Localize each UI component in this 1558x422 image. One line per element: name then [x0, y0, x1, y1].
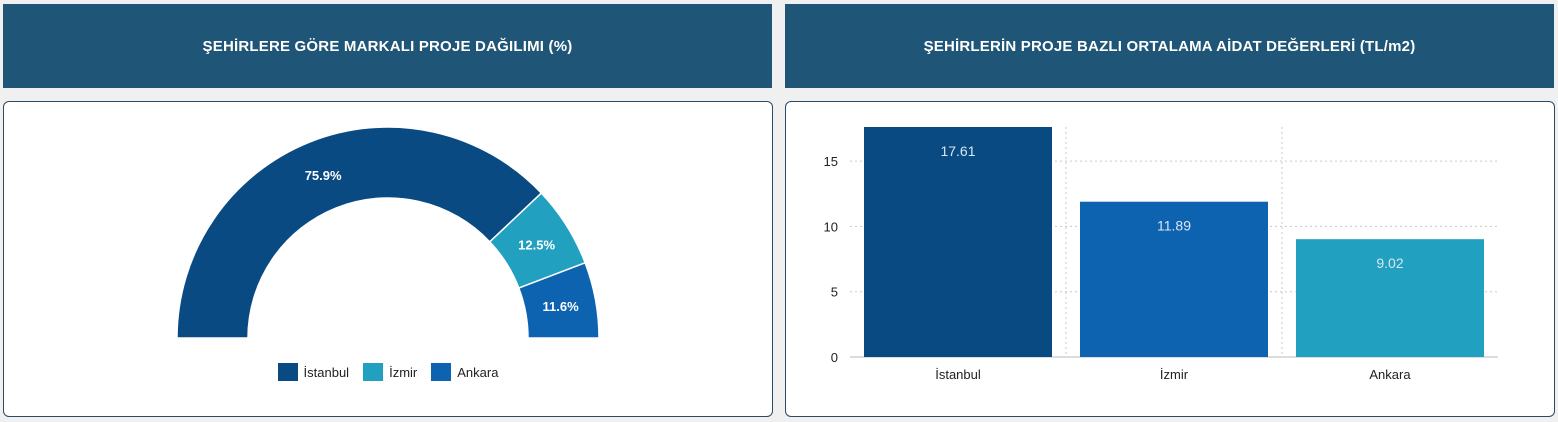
legend-item-ankara[interactable]: Ankara	[431, 363, 498, 381]
pie-chart-panel: 75.9% 12.5% 11.6% İstanbul İzmir Ankara	[3, 101, 773, 417]
legend-item-izmir[interactable]: İzmir	[363, 363, 417, 381]
pie-legend: İstanbul İzmir Ankara	[4, 363, 772, 381]
bar-izmir[interactable]	[1080, 201, 1268, 357]
y-tick-label: 15	[824, 154, 838, 169]
pie-slice-label-ankara: 11.6%	[543, 299, 580, 314]
legend-label: İstanbul	[303, 364, 350, 380]
y-tick-label: 0	[831, 350, 838, 365]
bar-value-label-ankara: 9.02	[1376, 255, 1403, 271]
legend-swatch	[277, 363, 298, 381]
bar-value-label-izmir: 11.89	[1157, 218, 1191, 234]
bar-chart-panel: 0 5 10 15 17.61 İstanbul 11.89 İzmir 9.02 Ankara	[785, 101, 1555, 417]
pie-slice-ankara[interactable]	[517, 261, 600, 339]
bar-chart-title: ŞEHİRLERİN PROJE BAZLI ORTALAMA AİDAT DE…	[785, 4, 1554, 88]
bar-value-label-istanbul: 17.61	[940, 143, 975, 159]
y-tick-label: 10	[824, 219, 838, 234]
pie-slice-istanbul[interactable]	[176, 126, 543, 339]
semi-donut-chart: 75.9% 12.5% 11.6%	[176, 126, 600, 339]
legend-swatch	[431, 363, 452, 381]
x-tick-label-istanbul: İstanbul	[935, 367, 981, 382]
bar-istanbul[interactable]	[864, 127, 1052, 357]
bar-ankara[interactable]	[1296, 239, 1484, 357]
legend-label: Ankara	[457, 364, 499, 380]
legend-label: İzmir	[389, 364, 418, 380]
legend-item-istanbul[interactable]: İstanbul	[277, 363, 350, 381]
bar-chart: 0 5 10 15 17.61 İstanbul 11.89 İzmir 9.02 Ankara	[824, 127, 1498, 382]
y-tick-label: 5	[831, 285, 838, 300]
legend-swatch	[363, 363, 384, 381]
x-tick-label-ankara: Ankara	[1369, 367, 1411, 382]
pie-slice-label-istanbul: 75.9%	[305, 168, 342, 183]
pie-slice-label-izmir: 12.5%	[518, 238, 555, 253]
pie-chart-title: ŞEHİRLERE GÖRE MARKALI PROJE DAĞILIMI (%…	[3, 4, 772, 88]
x-tick-label-izmir: İzmir	[1160, 367, 1189, 382]
